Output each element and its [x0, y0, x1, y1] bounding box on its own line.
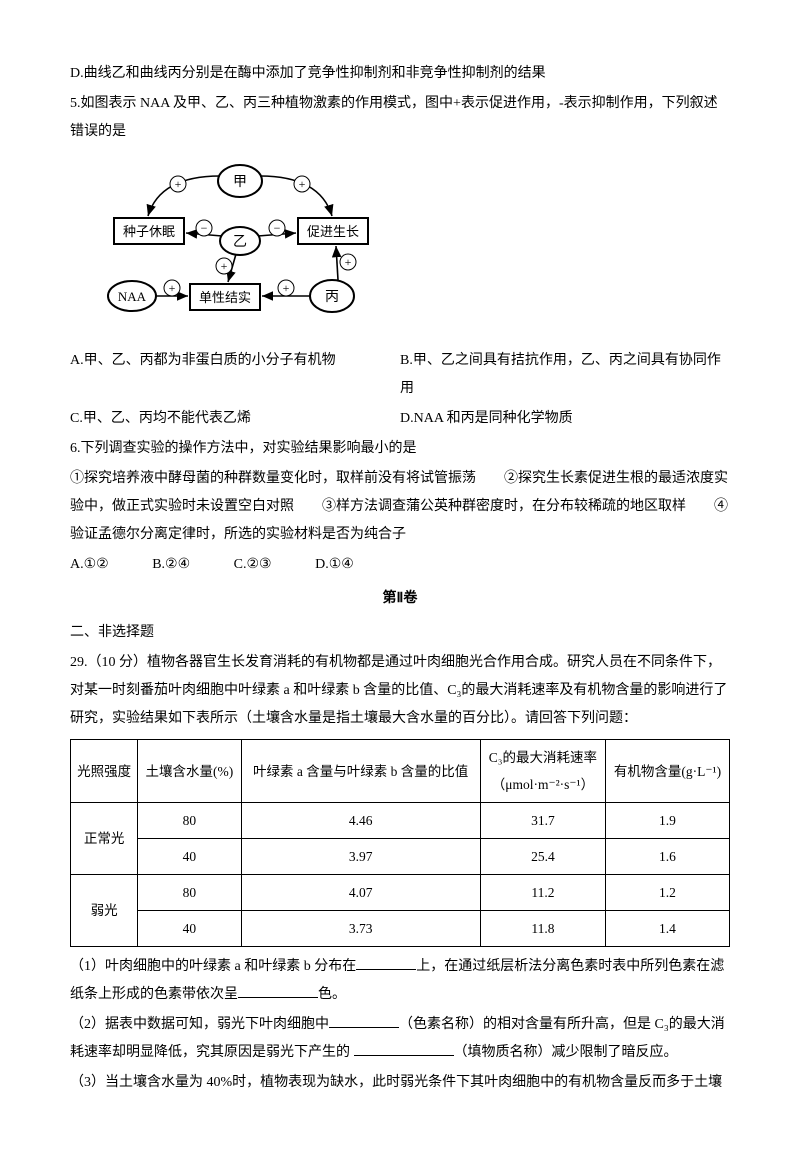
svg-text:+: + [169, 281, 176, 295]
svg-text:+: + [175, 177, 182, 191]
node-seed: 种子休眠 [123, 224, 175, 239]
q6-optD: D.①④ [315, 551, 354, 579]
node-bing: 丙 [325, 290, 339, 305]
blank[interactable] [356, 955, 416, 970]
section2-title: 第Ⅱ卷 [70, 585, 730, 613]
q6-stem: 6.下列调查实验的操作方法中，对实验结果影响最小的是 [70, 435, 730, 463]
q6-optB: B.②④ [152, 551, 190, 579]
q6-items: ①探究培养液中酵母菌的种群数量变化时，取样前没有将试管振荡 ②探究生长素促进生根… [70, 465, 730, 549]
blank[interactable] [238, 983, 318, 998]
q29-p3: （3）当土壤含水量为 40%时，植物表现为缺水，此时弱光条件下其叶肉细胞中的有机… [70, 1069, 730, 1097]
q6-optA: A.①② [70, 551, 109, 579]
q29-p2: （2）据表中数据可知，弱光下叶肉细胞中（色素名称）的相对含量有所升高，但是 C₃… [70, 1011, 730, 1067]
th-c3: C₃的最大消耗速率（μmol·m⁻²·s⁻¹） [480, 740, 605, 803]
blank[interactable] [329, 1013, 399, 1028]
q29-p1: （1）叶肉细胞中的叶绿素 a 和叶绿素 b 分布在上，在通过纸层析法分离色素时表… [70, 953, 730, 1009]
table-row: 403.7311.81.4 [71, 911, 730, 947]
svg-text:+: + [283, 281, 290, 295]
q6-options: A.①② B.②④ C.②③ D.①④ [70, 551, 730, 579]
svg-text:+: + [221, 259, 228, 273]
node-fruit: 单性结实 [199, 290, 251, 305]
node-grow: 促进生长 [307, 224, 359, 239]
table-row: 403.9725.41.6 [71, 839, 730, 875]
option-d: D.曲线乙和曲线丙分别是在酶中添加了竞争性抑制剂和非竞争性抑制剂的结果 [70, 60, 730, 88]
q5-optA: A.甲、乙、丙都为非蛋白质的小分子有机物 [70, 347, 400, 375]
q5-stem: 5.如图表示 NAA 及甲、乙、丙三种植物激素的作用模式，图中+表示促进作用，-… [70, 90, 730, 146]
svg-text:+: + [299, 177, 306, 191]
table-row: 弱光 804.0711.21.2 [71, 875, 730, 911]
section2-sub: 二、非选择题 [70, 619, 730, 647]
th-water: 土壤含水量(%) [138, 740, 241, 803]
node-naa: NAA [118, 289, 147, 304]
q5-optD: D.NAA 和丙是同种化学物质 [400, 405, 730, 433]
blank[interactable] [354, 1041, 454, 1056]
th-org: 有机物含量(g·L⁻¹) [605, 740, 729, 803]
node-yi: 乙 [233, 234, 247, 250]
q5-diagram: 甲 乙 丙 NAA 种子休眠 促进生长 单性结实 + + − − + + + + [100, 156, 730, 337]
svg-text:+: + [345, 255, 352, 269]
q5-optB: B.甲、乙之间具有拮抗作用，乙、丙之间具有协同作用 [400, 347, 730, 403]
node-jia: 甲 [233, 175, 247, 190]
svg-text:−: − [274, 221, 281, 235]
q29-stem: 29.（10 分）植物各器官生长发育消耗的有机物都是通过叶肉细胞光合作用合成。研… [70, 649, 730, 733]
table-row: 正常光 804.4631.71.9 [71, 803, 730, 839]
th-ratio: 叶绿素 a 含量与叶绿素 b 含量的比值 [241, 740, 480, 803]
q5-optC: C.甲、乙、丙均不能代表乙烯 [70, 405, 400, 433]
th-light: 光照强度 [71, 740, 138, 803]
q29-table: 光照强度 土壤含水量(%) 叶绿素 a 含量与叶绿素 b 含量的比值 C₃的最大… [70, 739, 730, 947]
svg-text:−: − [201, 221, 208, 235]
q6-optC: C.②③ [234, 551, 272, 579]
